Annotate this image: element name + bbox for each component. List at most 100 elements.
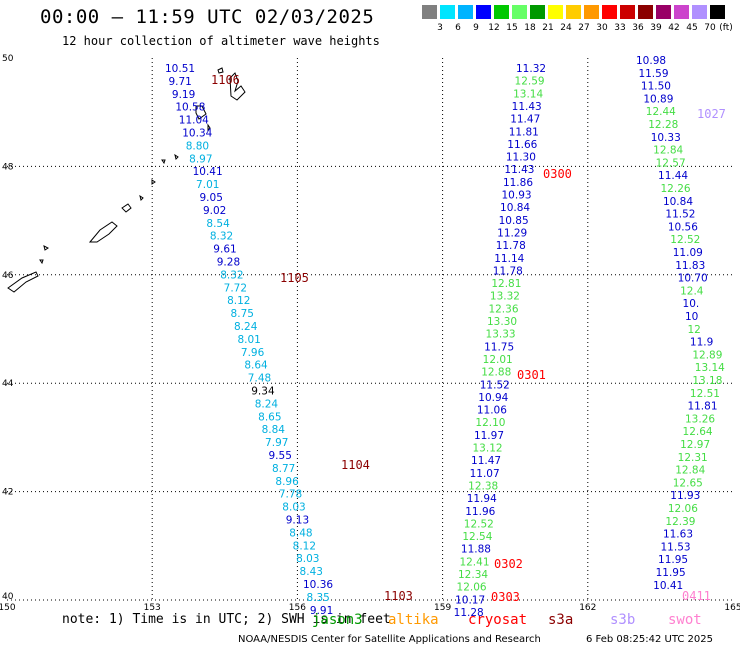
wave-height-value: 12.38 — [468, 480, 498, 492]
wave-height-value: 11.04 — [179, 115, 209, 127]
island-outline — [121, 203, 132, 213]
wave-height-value: 9.19 — [172, 89, 195, 101]
wave-height-value: 10.51 — [165, 63, 195, 75]
wave-height-value: 11.75 — [484, 341, 514, 353]
wave-height-value: 10.56 — [668, 221, 698, 233]
wave-height-value: 12.4 — [680, 285, 704, 297]
wave-height-value: 8.77 — [272, 463, 295, 475]
wave-height-value: 12.64 — [683, 426, 713, 438]
wave-height-value: 12.97 — [680, 439, 710, 451]
wave-height-value: 12.84 — [653, 145, 683, 157]
wave-height-value: 8.64 — [244, 360, 268, 372]
wave-height-value: 11.9 — [690, 337, 713, 349]
wave-height-value: 13.33 — [486, 329, 516, 341]
legend-label: 24 — [560, 23, 572, 33]
wave-height-value: 12.06 — [668, 503, 698, 515]
wave-height-value: 8.48 — [289, 527, 312, 539]
wave-height-value: 8.12 — [227, 295, 250, 307]
wave-height-value: 11.59 — [638, 68, 668, 80]
wave-height-value: 11.32 — [516, 63, 546, 75]
legend-label: 30 — [596, 23, 608, 33]
wave-height-value: 8.24 — [255, 398, 279, 410]
wave-height-value: 13.12 — [473, 443, 503, 455]
island-outline — [161, 159, 166, 165]
wave-height-value: 11.28 — [454, 607, 484, 619]
wave-height-value: 9.13 — [286, 515, 309, 527]
legend-swatch — [638, 5, 653, 19]
wave-height-value: 11.29 — [497, 227, 527, 239]
wave-height-value: 10.85 — [499, 215, 529, 227]
wave-height-value: 10.34 — [182, 128, 212, 140]
note-text: note: 1) Time is in UTC; 2) SWH is in fe… — [62, 612, 391, 627]
wave-height-value: 11.30 — [506, 152, 536, 164]
lat-label: 44 — [2, 379, 14, 389]
legend-label: 45 — [686, 23, 698, 33]
lon-label: 159 — [434, 603, 451, 613]
wave-height-value: 7.78 — [279, 489, 302, 501]
wave-height-value: 7.01 — [196, 179, 219, 191]
wave-height-value: 8.32 — [210, 231, 233, 243]
legend-swatch — [620, 5, 635, 19]
wave-height-value: 12.26 — [661, 183, 691, 195]
wave-height-value: 11.43 — [504, 164, 534, 176]
wave-height-value: 9.05 — [200, 192, 223, 204]
wave-height-value: 11.86 — [503, 177, 533, 189]
wave-height-value: 9.55 — [269, 450, 292, 462]
legend-swatch — [476, 5, 491, 19]
legend-label: 27 — [578, 23, 590, 33]
legend-label: 3 — [437, 23, 443, 33]
wave-height-value: 13.14 — [513, 88, 543, 100]
wave-height-value: 12.81 — [491, 278, 521, 290]
wave-height-value: 8.32 — [220, 269, 243, 281]
pass-label: 1104 — [341, 458, 370, 472]
wave-height-value: 12.31 — [678, 452, 708, 464]
pass-label: 1105 — [280, 271, 309, 285]
wave-height-value: 11.66 — [507, 139, 537, 151]
wave-height-value: 10.36 — [303, 579, 333, 591]
footer-date: 6 Feb 08:25:42 UTC 2025 — [586, 634, 713, 645]
pass-label: 1027 — [697, 107, 726, 121]
wave-height-value: 12.52 — [670, 234, 700, 246]
wave-height-value: 12.34 — [458, 569, 488, 581]
map-subtitle: 12 hour collection of altimeter wave hei… — [62, 34, 380, 48]
wave-height-value: 10.17 — [455, 594, 485, 606]
legend-label: 70 — [704, 23, 716, 33]
wave-height-value: 11.43 — [512, 101, 542, 113]
legend-swatch — [458, 5, 473, 19]
wave-height-value: 10.93 — [502, 190, 532, 202]
wave-height-value: 8.12 — [293, 540, 316, 552]
lat-label: 50 — [2, 54, 14, 64]
wave-height-value: 12.10 — [475, 417, 505, 429]
wave-height-value: 12.01 — [483, 354, 513, 366]
legend-swatch — [440, 5, 455, 19]
wave-height-value: 10.98 — [636, 55, 666, 67]
legend-swatch — [656, 5, 671, 19]
wave-height-value: 7.97 — [265, 437, 288, 449]
wave-height-value: 11.50 — [641, 81, 671, 93]
wave-height-value: 10.84 — [500, 202, 530, 214]
wave-height-value: 12.57 — [656, 157, 686, 169]
wave-height-value: 10.94 — [478, 392, 508, 404]
legend-label: 18 — [524, 23, 536, 33]
island-outline — [39, 259, 44, 265]
wave-height-value: 11.63 — [663, 529, 693, 541]
legend-swatch — [710, 5, 725, 19]
wave-height-value: 11.14 — [494, 253, 524, 265]
legend-label: 6 — [455, 23, 461, 33]
wave-height-value: 7.72 — [224, 282, 247, 294]
wave-height-value: 11.07 — [470, 468, 500, 480]
footer-credit: NOAA/NESDIS Center for Satellite Applica… — [238, 634, 541, 645]
wave-height-value: 12 — [687, 324, 700, 336]
wave-height-value: 11.47 — [510, 114, 540, 126]
wave-height-value: 11.83 — [675, 260, 705, 272]
satellite-name: altika — [388, 612, 439, 628]
satellite-name: swot — [668, 612, 702, 628]
wave-height-value: 12.59 — [515, 76, 545, 88]
wave-height-value: 8.03 — [282, 502, 305, 514]
wave-height-value: 9.71 — [168, 76, 191, 88]
wave-height-value: 11.81 — [509, 126, 539, 138]
wave-height-value: 8.97 — [189, 153, 212, 165]
wave-height-value: 11.93 — [670, 490, 700, 502]
wave-height-value: 11.81 — [687, 401, 717, 413]
